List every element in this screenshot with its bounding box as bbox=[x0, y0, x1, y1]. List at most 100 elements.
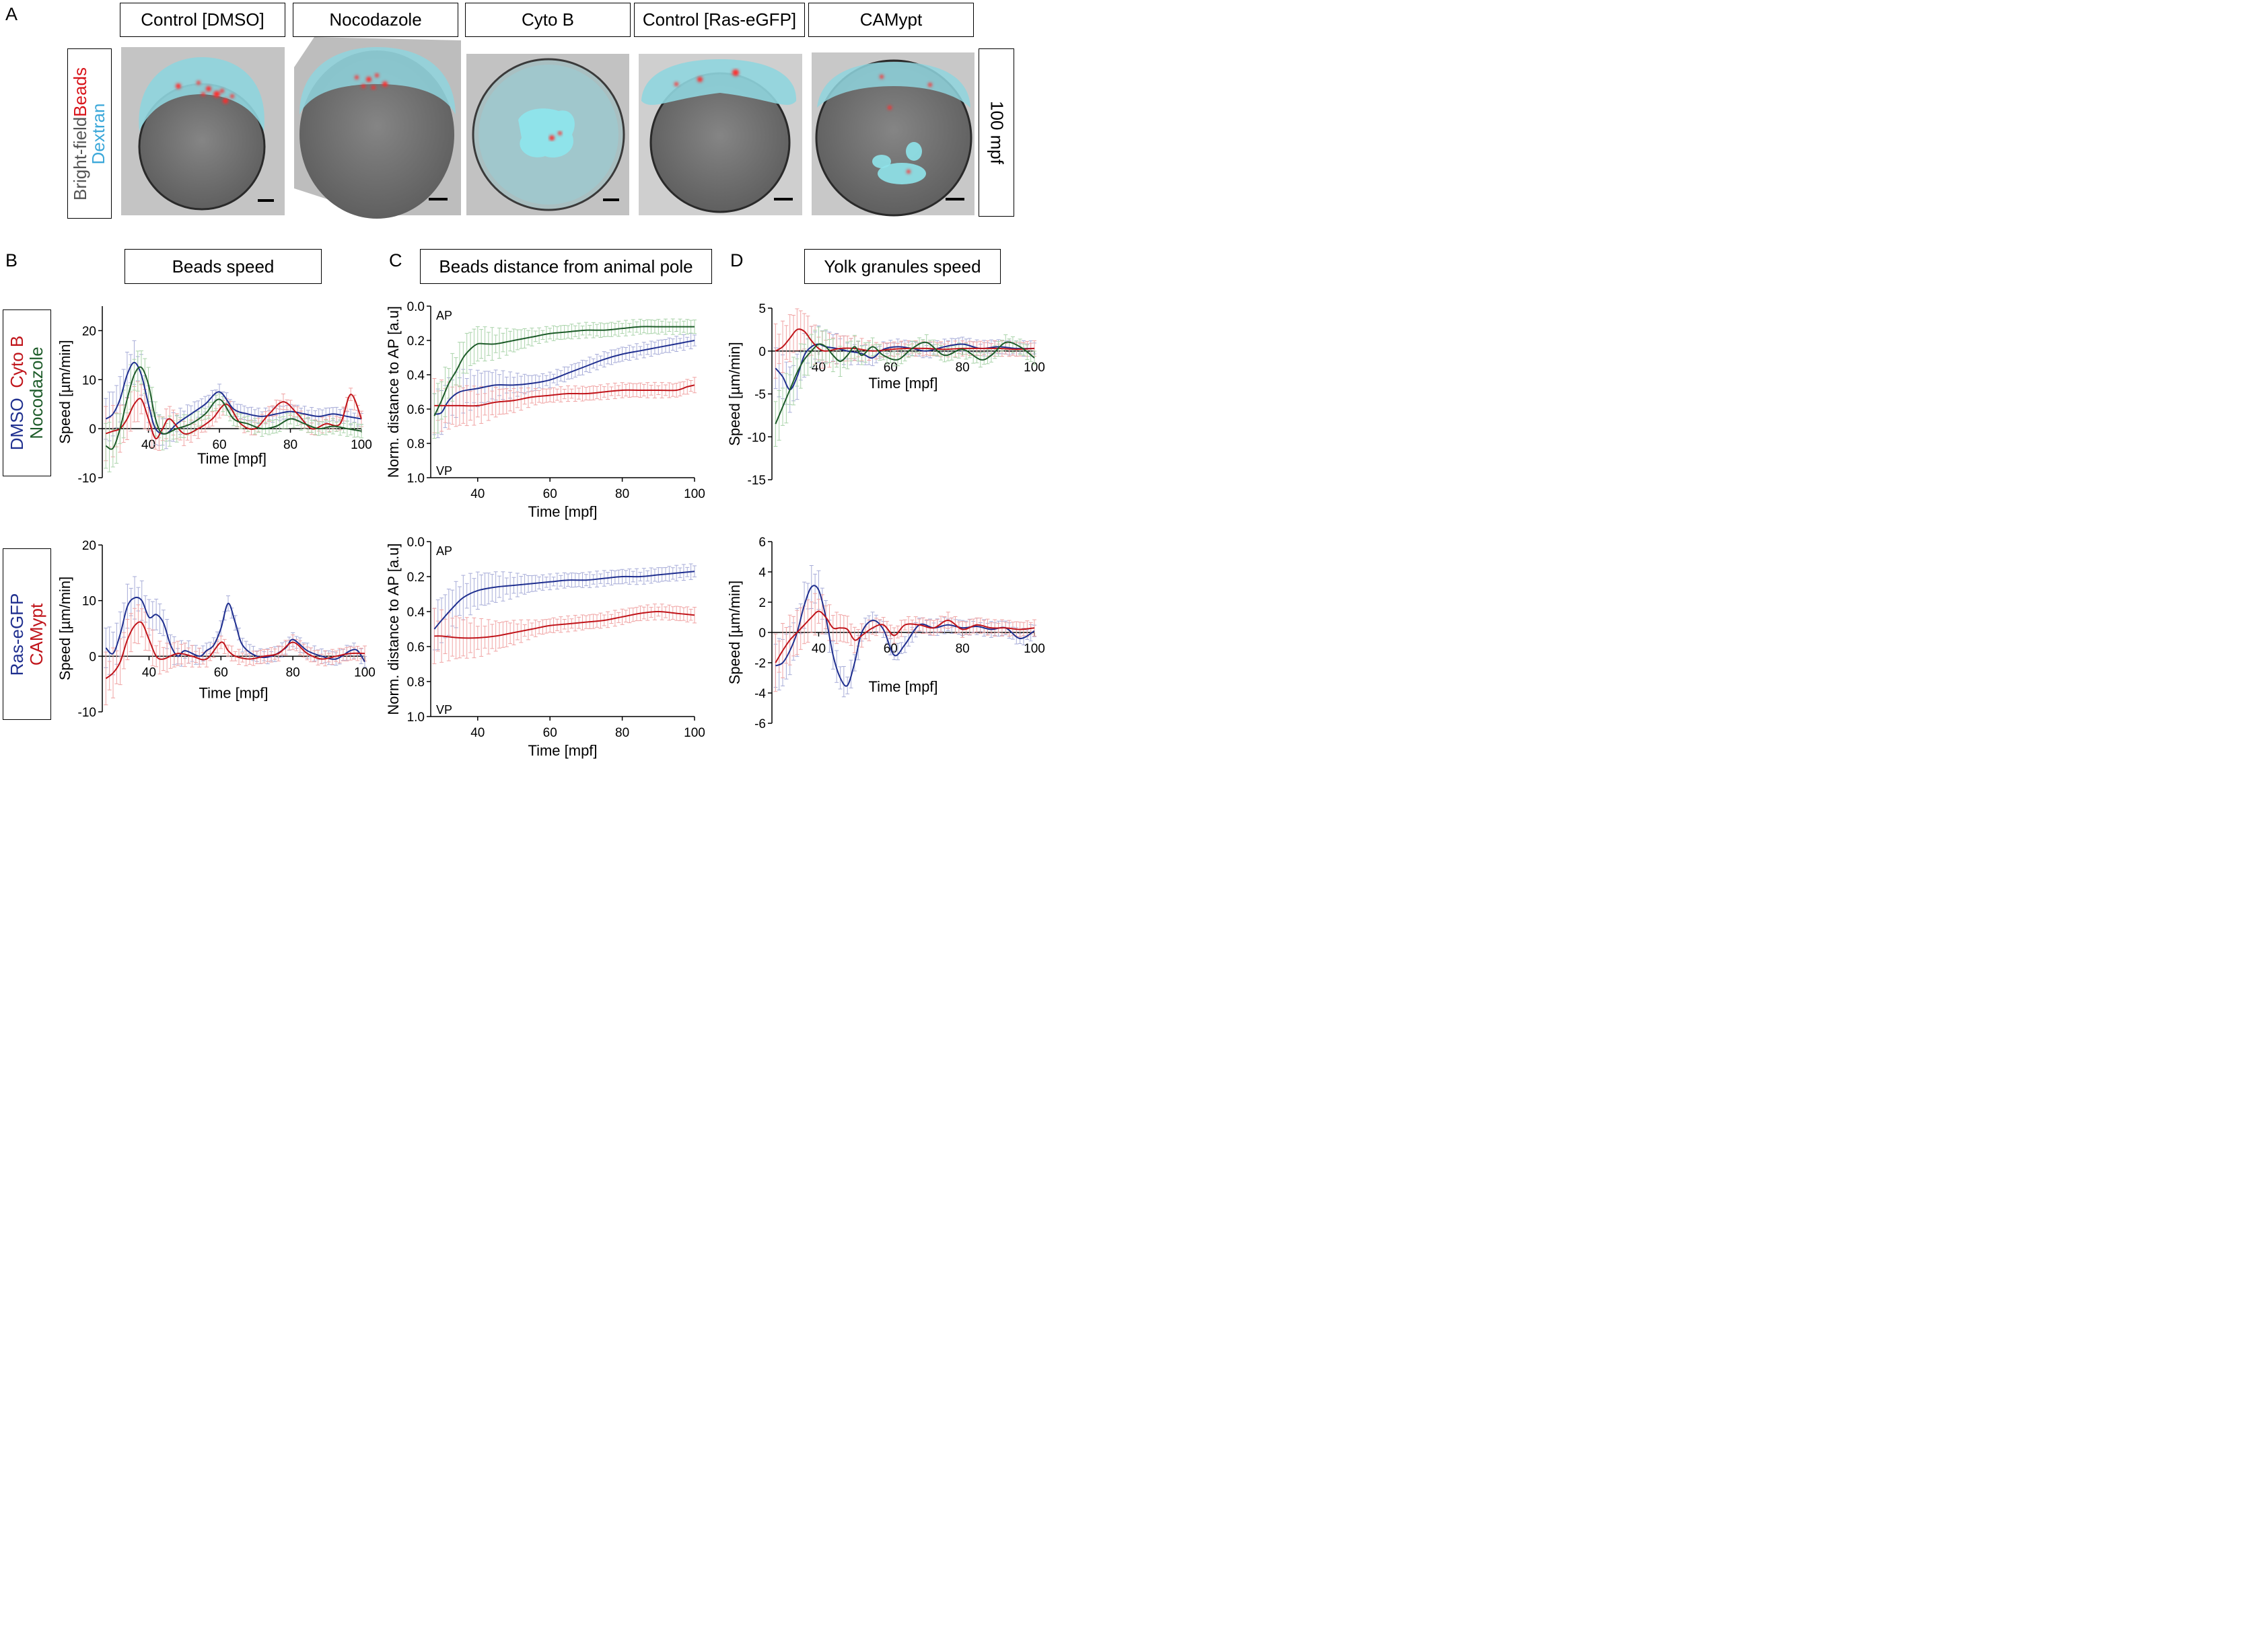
x-tick-label: 80 bbox=[956, 361, 970, 375]
legend-dmso: DMSO bbox=[7, 398, 27, 451]
series-line-dmso bbox=[105, 361, 362, 435]
chart-b1: -10 0 10 20 40 60 80 100 Time [mpf] Speed [µm/min… bbox=[57, 306, 372, 486]
series-line-cyto-b bbox=[434, 384, 695, 407]
series-line-ras-egfp bbox=[105, 596, 365, 663]
x-axis-label: Time [mpf] bbox=[199, 684, 268, 701]
y-tick-label: 20 bbox=[82, 324, 96, 338]
y-tick-label: -10 bbox=[78, 472, 96, 486]
series-line-cyto-b bbox=[775, 328, 1035, 352]
y-tick-label: 1.0 bbox=[407, 472, 425, 486]
annotation-ap: AP bbox=[436, 544, 452, 558]
y-tick-label: 0.0 bbox=[407, 300, 425, 314]
chart-b2: -10 0 10 20 40 60 80 100 Time [mpf] Speed [µm/min… bbox=[57, 539, 376, 720]
series-line-ras-egfp bbox=[775, 585, 1035, 687]
y-tick-label: 0.0 bbox=[407, 536, 425, 550]
embryo-control-ras-egfp bbox=[639, 54, 802, 215]
y-axis-label: Speed [µm/min] bbox=[726, 581, 743, 685]
embryo-images bbox=[121, 37, 974, 219]
x-tick-label: 80 bbox=[956, 642, 970, 656]
x-axis-label: Time [mpf] bbox=[528, 503, 597, 520]
x-tick-label: 60 bbox=[543, 487, 557, 501]
y-tick-label: 0.4 bbox=[407, 369, 425, 383]
y-tick-label: -5 bbox=[754, 388, 766, 402]
x-tick-label: 80 bbox=[615, 487, 629, 501]
y-tick-label: -10 bbox=[78, 706, 96, 720]
legend-nocodazole: Nocodazole bbox=[26, 347, 46, 439]
y-tick-label: -2 bbox=[754, 657, 766, 671]
x-axis-label: Time [mpf] bbox=[868, 678, 937, 695]
x-tick-label: 40 bbox=[470, 726, 485, 740]
embryo-cyto-b bbox=[466, 54, 629, 215]
embryo-camypt bbox=[812, 52, 974, 217]
y-axis-label: Norm. distance to AP [a.u] bbox=[385, 543, 402, 715]
series-line-camypt bbox=[434, 610, 695, 639]
y-tick-label: -10 bbox=[748, 431, 766, 445]
chart-c1: 0.0 0.2 0.4 0.6 0.8 1.0 40 60 80 100 Time [mpf] Nor… bbox=[385, 300, 705, 520]
y-tick-label: 20 bbox=[82, 539, 96, 553]
embryo-control-dmso bbox=[121, 47, 285, 215]
x-tick-label: 100 bbox=[351, 438, 372, 452]
y-tick-label: -6 bbox=[754, 717, 766, 731]
series-line-nocodazole bbox=[433, 326, 695, 416]
y-tick-label: 0.4 bbox=[407, 606, 425, 620]
title-beads-speed: Beads speed bbox=[125, 249, 322, 284]
panel-letter-b: B bbox=[5, 250, 18, 270]
title-yolk-speed: Yolk granules speed bbox=[804, 249, 1001, 284]
x-axis-label: Time [mpf] bbox=[868, 375, 937, 392]
embryo-nocodazole bbox=[294, 37, 461, 219]
y-tick-label: 0.6 bbox=[407, 403, 425, 417]
y-tick-label: 0 bbox=[89, 423, 96, 437]
y-tick-label: 0 bbox=[758, 626, 766, 641]
y-tick-label: 0 bbox=[89, 650, 96, 664]
y-tick-label: 0 bbox=[758, 345, 766, 359]
error-bars-cyto-b bbox=[432, 377, 697, 433]
title-nocodazole: Nocodazole bbox=[293, 3, 458, 37]
x-tick-label: 100 bbox=[1024, 361, 1045, 375]
y-axis-label: Speed [µm/min] bbox=[57, 340, 73, 444]
panel-letter-a: A bbox=[5, 4, 18, 24]
x-tick-label: 80 bbox=[286, 665, 300, 680]
x-tick-label: 40 bbox=[470, 487, 485, 501]
x-tick-label: 80 bbox=[283, 438, 297, 452]
x-tick-label: 80 bbox=[615, 726, 629, 740]
x-tick-label: 100 bbox=[1024, 642, 1045, 656]
y-tick-label: 10 bbox=[82, 373, 96, 388]
x-tick-label: 40 bbox=[812, 642, 826, 656]
x-tick-label: 60 bbox=[212, 438, 226, 452]
series-line-camypt bbox=[775, 610, 1035, 663]
legend-camypt: CAMypt bbox=[26, 603, 46, 665]
y-tick-label: 6 bbox=[758, 536, 766, 550]
series-line-dmso bbox=[434, 340, 695, 415]
series-line-camypt bbox=[105, 621, 365, 680]
series-line-ras-egfp bbox=[433, 571, 695, 630]
panel-letter-c: C bbox=[389, 250, 402, 270]
legend-b1: DMSO Cyto B Nocodazole bbox=[3, 309, 51, 476]
x-tick-label: 60 bbox=[543, 726, 557, 740]
legend-ras-egfp: Ras-eGFP bbox=[7, 593, 27, 676]
x-tick-label: 100 bbox=[684, 726, 705, 740]
annotation-vp: VP bbox=[436, 464, 452, 478]
x-tick-label: 100 bbox=[684, 487, 705, 501]
x-tick-label: 40 bbox=[142, 665, 156, 680]
legend-b2: Ras-eGFP CAMypt bbox=[3, 548, 51, 720]
annotation-vp: VP bbox=[436, 703, 452, 717]
series-line-cyto-b bbox=[105, 394, 362, 439]
channel-legend: Bright-fieldBeads Dextran bbox=[67, 48, 112, 219]
x-tick-label: 40 bbox=[141, 438, 155, 452]
y-tick-label: 1.0 bbox=[407, 710, 425, 725]
chart-c2: 0.0 0.2 0.4 0.6 0.8 1.0 40 60 80 100 Time [mpf] Nor… bbox=[385, 536, 705, 759]
x-axis-label: Time [mpf] bbox=[528, 742, 597, 759]
panel-letter-d: D bbox=[730, 250, 744, 270]
y-tick-label: 4 bbox=[758, 566, 766, 580]
y-tick-label: 0.8 bbox=[407, 437, 425, 451]
y-tick-label: -15 bbox=[748, 474, 766, 488]
title-camypt: CAMypt bbox=[808, 3, 974, 37]
y-axis-label: Norm. distance to AP [a.u] bbox=[385, 306, 402, 478]
y-axis-label: Speed [µm/min] bbox=[726, 342, 743, 446]
series-line-nocodazole bbox=[775, 341, 1035, 425]
error-bars-dmso bbox=[104, 340, 363, 449]
x-tick-label: 60 bbox=[214, 665, 228, 680]
x-tick-label: 100 bbox=[354, 665, 376, 680]
y-tick-label: 0.2 bbox=[407, 571, 425, 585]
